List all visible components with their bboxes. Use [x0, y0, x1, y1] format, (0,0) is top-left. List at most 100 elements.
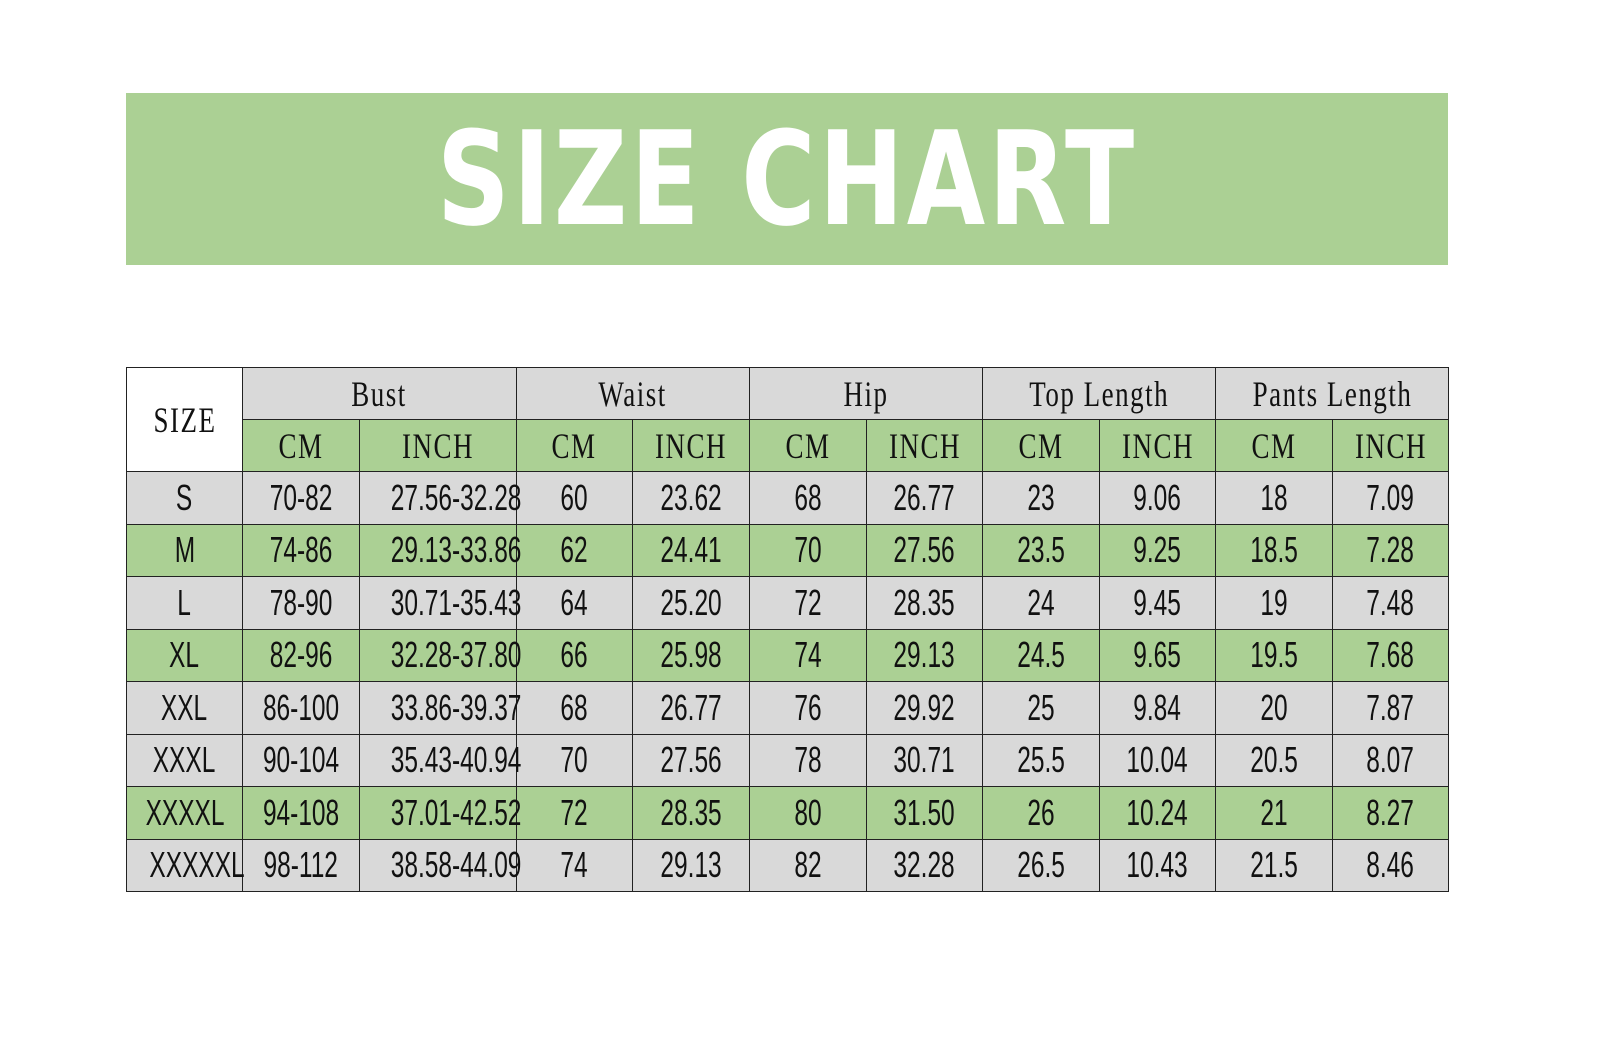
value-cell-text: 78-90 [269, 581, 333, 623]
size-cell: XXXXXL [126, 838, 245, 892]
value-cell: 30.71 [866, 733, 983, 787]
table-row: XXXXL 94-108 37.01-42.52 72 28.35 80 31.50 26 10… [126, 786, 1450, 840]
value-cell: 86-100 [242, 681, 360, 735]
value-cell-text: 9.25 [1133, 529, 1182, 571]
size-cell-text: XXXXL [145, 791, 225, 833]
value-cell: 30.71-35.43 [359, 576, 521, 630]
unit-header: INCH [632, 419, 750, 472]
value-cell: 37.01-42.52 [359, 786, 521, 840]
value-cell: 76 [749, 681, 867, 735]
unit-header: CM [982, 419, 1100, 472]
value-cell: 25.98 [632, 628, 750, 682]
value-cell-text: 7.87 [1366, 686, 1415, 728]
value-cell: 24 [982, 576, 1100, 630]
value-cell: 35.43-40.94 [359, 733, 521, 787]
table-row: XXL 86-100 33.86-39.37 68 26.77 76 29.92 25 9.84… [126, 681, 1450, 735]
group-header-text: Top Length [1029, 373, 1169, 414]
value-cell: 32.28-37.80 [359, 628, 521, 682]
value-cell-text: 70 [560, 739, 589, 781]
unit-header: CM [516, 419, 633, 472]
value-cell-text: 66 [560, 634, 589, 676]
value-cell: 29.13 [632, 838, 750, 892]
size-cell-text: L [177, 581, 192, 623]
value-cell: 29.92 [866, 681, 983, 735]
value-cell-text: 7.09 [1366, 476, 1415, 518]
value-cell-text: 9.45 [1133, 581, 1182, 623]
value-cell-text: 74-86 [269, 529, 333, 571]
table-row: L 78-90 30.71-35.43 64 25.20 72 28.35 24 9.45 19 7… [126, 576, 1450, 630]
value-cell-text: 28.35 [660, 791, 722, 833]
value-cell-text: 29.13 [893, 634, 956, 676]
value-cell-text: 7.28 [1366, 529, 1415, 571]
value-cell: 66 [516, 628, 633, 682]
unit-header-text: INCH [1121, 425, 1194, 466]
value-cell: 68 [516, 681, 633, 735]
value-cell: 7.87 [1332, 681, 1450, 735]
value-cell-text: 10.43 [1126, 844, 1189, 886]
unit-header-text: INCH [402, 425, 474, 466]
group-header: Waist [516, 367, 750, 420]
value-cell: 19.5 [1215, 628, 1334, 682]
unit-header: CM [749, 419, 867, 472]
value-cell: 7.28 [1332, 523, 1450, 577]
value-cell-text: 20 [1260, 686, 1288, 728]
value-cell-text: 26 [1027, 791, 1055, 833]
value-cell-text: 10.04 [1126, 739, 1189, 781]
value-cell-text: 82-96 [269, 634, 333, 676]
value-cell-text: 19 [1260, 581, 1288, 623]
value-cell: 23.62 [632, 471, 750, 525]
value-cell-text: 29.13 [660, 844, 722, 886]
value-cell: 10.04 [1098, 733, 1217, 787]
value-cell-text: 74 [560, 844, 589, 886]
value-cell-text: 68 [794, 476, 822, 518]
value-cell-text: 86-100 [262, 686, 340, 728]
value-cell-text: 9.06 [1133, 476, 1182, 518]
title-banner: SIZE CHART [126, 93, 1448, 265]
unit-header-text: INCH [655, 425, 727, 466]
value-cell: 18.5 [1215, 523, 1334, 577]
value-cell-text: 80 [794, 791, 822, 833]
value-cell: 8.46 [1332, 838, 1450, 892]
value-cell-text: 70 [794, 529, 822, 571]
value-cell: 32.28 [866, 838, 983, 892]
value-cell-text: 60 [560, 476, 589, 518]
size-header-text: SIZE [153, 399, 216, 440]
unit-header-text: INCH [888, 425, 961, 466]
unit-header-text: CM [1018, 425, 1064, 466]
value-cell-text: 9.65 [1133, 634, 1182, 676]
size-cell-text: XXXL [153, 739, 216, 781]
value-cell: 9.84 [1098, 681, 1217, 735]
group-header: Top Length [981, 367, 1217, 420]
value-cell: 26.77 [632, 681, 750, 735]
value-cell: 26.77 [866, 471, 983, 525]
value-cell-text: 33.86-39.37 [390, 686, 522, 728]
value-cell: 24.5 [982, 628, 1100, 682]
value-cell-text: 94-108 [262, 791, 340, 833]
value-cell: 7.48 [1332, 576, 1450, 630]
value-cell-text: 25.5 [1017, 739, 1065, 781]
value-cell: 98-112 [242, 838, 360, 892]
group-header: Pants Length [1215, 367, 1450, 420]
value-cell: 26 [982, 786, 1100, 840]
value-cell: 62 [516, 523, 633, 577]
table-row: XXXXXL 98-112 38.58-44.09 74 29.13 82 32.28 26.… [126, 838, 1450, 892]
value-cell: 10.24 [1098, 786, 1217, 840]
value-cell: 31.50 [866, 786, 983, 840]
value-cell-text: 68 [560, 686, 589, 728]
size-cell-text: XXXXXL [149, 844, 245, 886]
value-cell: 25 [982, 681, 1100, 735]
value-cell-text: 35.43-40.94 [390, 739, 522, 781]
header-row-groups: SIZE Bust Waist Hip Top Length Pants Length [126, 367, 1450, 472]
value-cell: 8.07 [1332, 733, 1450, 787]
unit-header: INCH [1332, 419, 1450, 472]
value-cell-text: 8.27 [1366, 791, 1415, 833]
group-header-text: Waist [598, 373, 668, 414]
value-cell-text: 26.5 [1017, 844, 1065, 886]
value-cell-text: 31.50 [893, 791, 956, 833]
value-cell-text: 25.20 [660, 581, 722, 623]
size-cell-text: S [176, 476, 193, 518]
value-cell: 7.09 [1332, 471, 1450, 525]
unit-header-text: CM [1251, 425, 1297, 466]
value-cell: 78 [749, 733, 867, 787]
value-cell-text: 32.28 [893, 844, 956, 886]
